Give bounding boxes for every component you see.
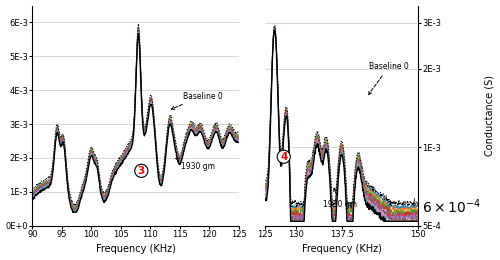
Text: Baseline 0: Baseline 0	[368, 62, 409, 95]
Text: 1930 gm: 1930 gm	[176, 158, 215, 171]
Text: Baseline 0: Baseline 0	[172, 92, 222, 109]
Text: ①: ①	[135, 163, 148, 178]
Text: 3: 3	[138, 166, 145, 176]
Text: 1930 gm: 1930 gm	[324, 188, 358, 209]
X-axis label: Frequency (KHz): Frequency (KHz)	[302, 244, 382, 255]
Y-axis label: Conductance (S): Conductance (S)	[484, 75, 494, 156]
Text: 4: 4	[280, 152, 287, 162]
X-axis label: Frequency (KHz): Frequency (KHz)	[96, 244, 176, 255]
